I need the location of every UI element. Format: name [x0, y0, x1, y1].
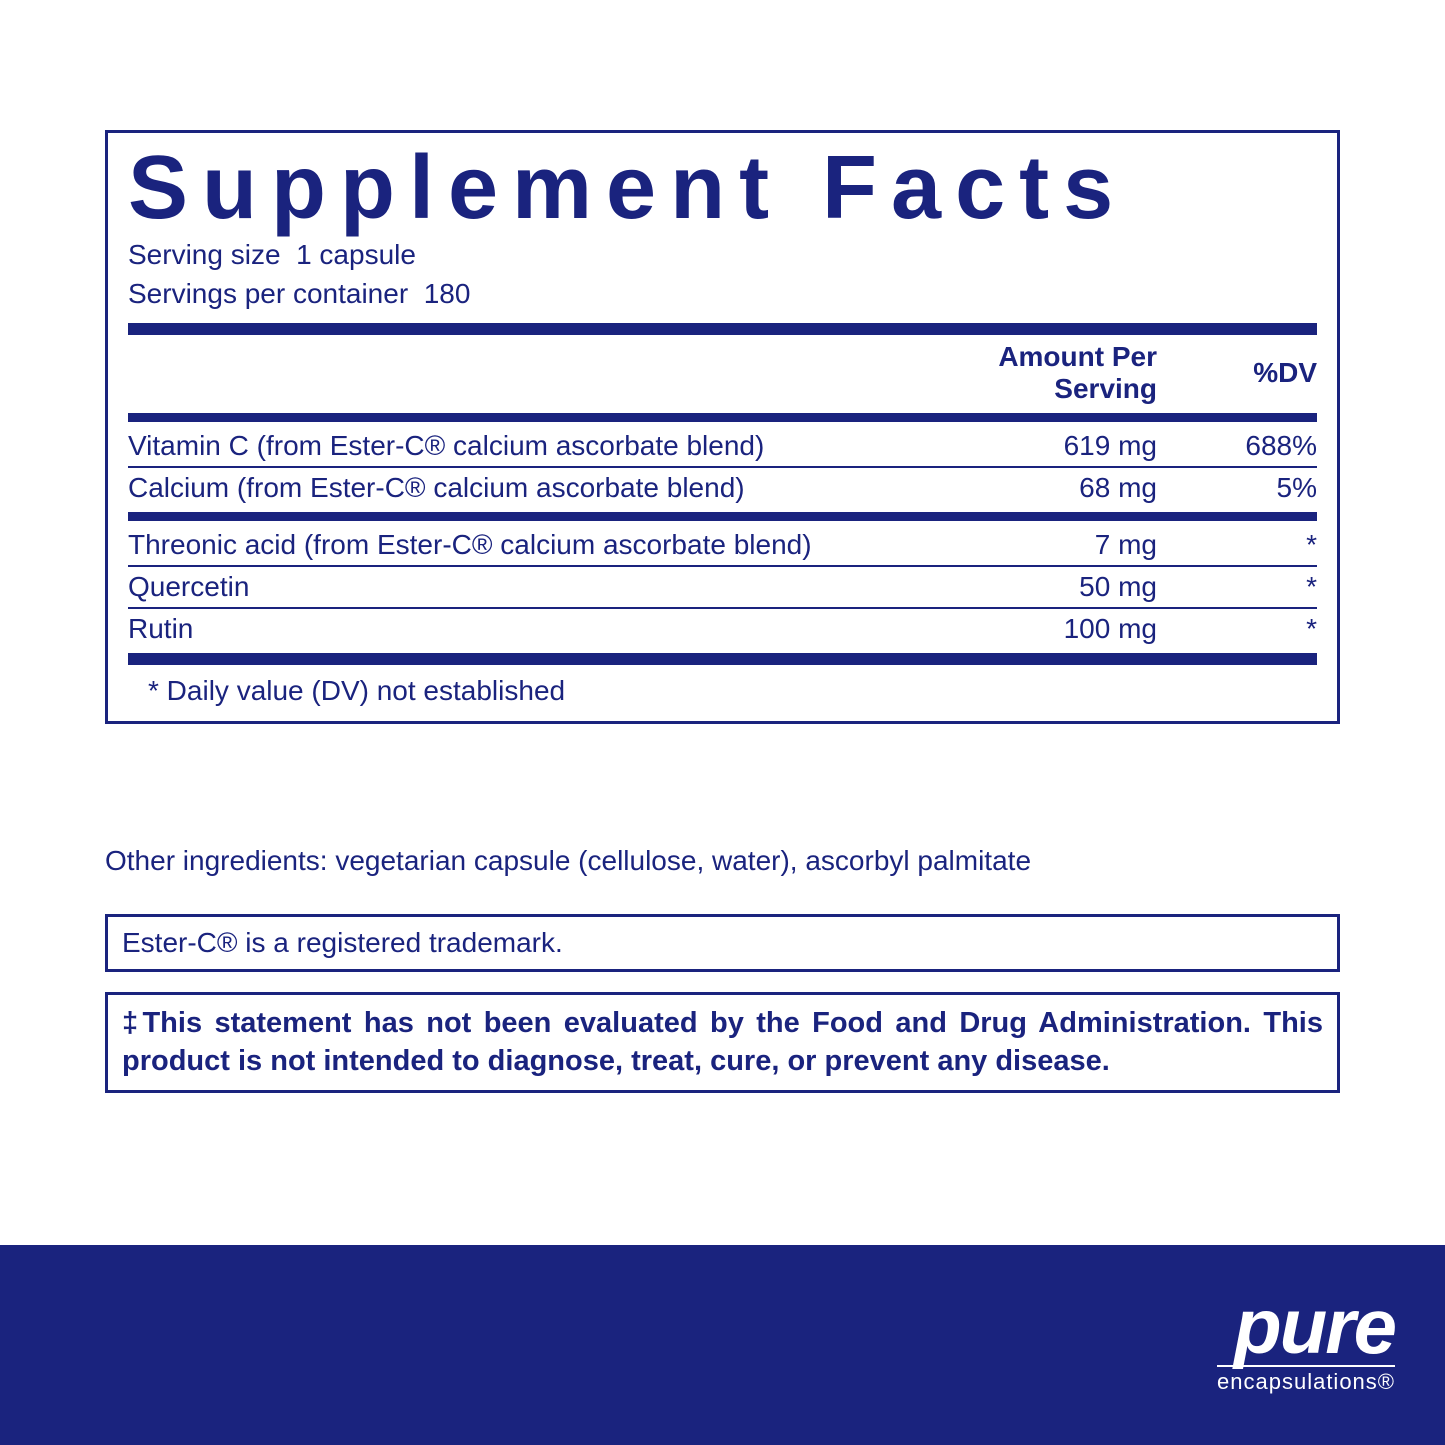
serving-size-label: Serving size: [128, 239, 281, 270]
table-row: Vitamin C (from Ester-C® calcium ascorba…: [128, 426, 1317, 466]
ingredient-name: Threonic acid (from Ester-C® calcium asc…: [128, 525, 997, 565]
facts-table: Amount Per Serving %DV Vitamin C (from E…: [128, 337, 1317, 669]
table-row: Threonic acid (from Ester-C® calcium asc…: [128, 525, 1317, 565]
servings-per-container: Servings per container 180: [128, 274, 1317, 313]
servings-per-container-label: Servings per container: [128, 278, 408, 309]
ingredient-dv: *: [1197, 608, 1317, 649]
supplement-facts-panel: Supplement Facts Serving size 1 capsule …: [105, 130, 1340, 724]
brand-sub: encapsulations®: [1217, 1365, 1395, 1395]
ingredient-amount: 100 mg: [997, 608, 1197, 649]
ingredient-amount: 68 mg: [997, 467, 1197, 508]
brand-main: pure: [1217, 1291, 1395, 1361]
bottom-thick-rule: [128, 653, 1317, 665]
ingredient-amount: 7 mg: [997, 525, 1197, 565]
other-ingredients: Other ingredients: vegetarian capsule (c…: [105, 845, 1340, 877]
ingredient-dv: 688%: [1197, 426, 1317, 466]
top-thick-rule: [128, 323, 1317, 335]
ingredient-dv: 5%: [1197, 467, 1317, 508]
brand-bar: pure encapsulations®: [0, 1245, 1445, 1445]
servings-per-container-value: 180: [424, 278, 471, 309]
table-row: Rutin100 mg*: [128, 608, 1317, 649]
fda-disclaimer: ‡This statement has not been evaluated b…: [105, 992, 1340, 1093]
dv-footnote: * Daily value (DV) not established: [128, 669, 1317, 709]
header-dv: %DV: [1197, 337, 1317, 409]
ingredient-amount: 50 mg: [997, 566, 1197, 607]
brand-logo: pure encapsulations®: [1217, 1291, 1395, 1395]
table-row: Quercetin50 mg*: [128, 566, 1317, 607]
ingredient-dv: *: [1197, 525, 1317, 565]
ingredient-name: Rutin: [128, 608, 997, 649]
serving-size-value: 1 capsule: [296, 239, 416, 270]
ingredient-amount: 619 mg: [997, 426, 1197, 466]
header-amount: Amount Per Serving: [997, 337, 1197, 409]
serving-size: Serving size 1 capsule: [128, 235, 1317, 274]
ingredient-name: Quercetin: [128, 566, 997, 607]
ingredient-dv: *: [1197, 566, 1317, 607]
panel-title: Supplement Facts: [128, 143, 1317, 233]
table-row: Calcium (from Ester-C® calcium ascorbate…: [128, 467, 1317, 508]
trademark-notice: Ester-C® is a registered trademark.: [105, 914, 1340, 972]
header-rule: [128, 413, 1317, 422]
ingredient-name: Vitamin C (from Ester-C® calcium ascorba…: [128, 426, 997, 466]
mid-rule: [128, 512, 1317, 521]
ingredient-name: Calcium (from Ester-C® calcium ascorbate…: [128, 467, 997, 508]
